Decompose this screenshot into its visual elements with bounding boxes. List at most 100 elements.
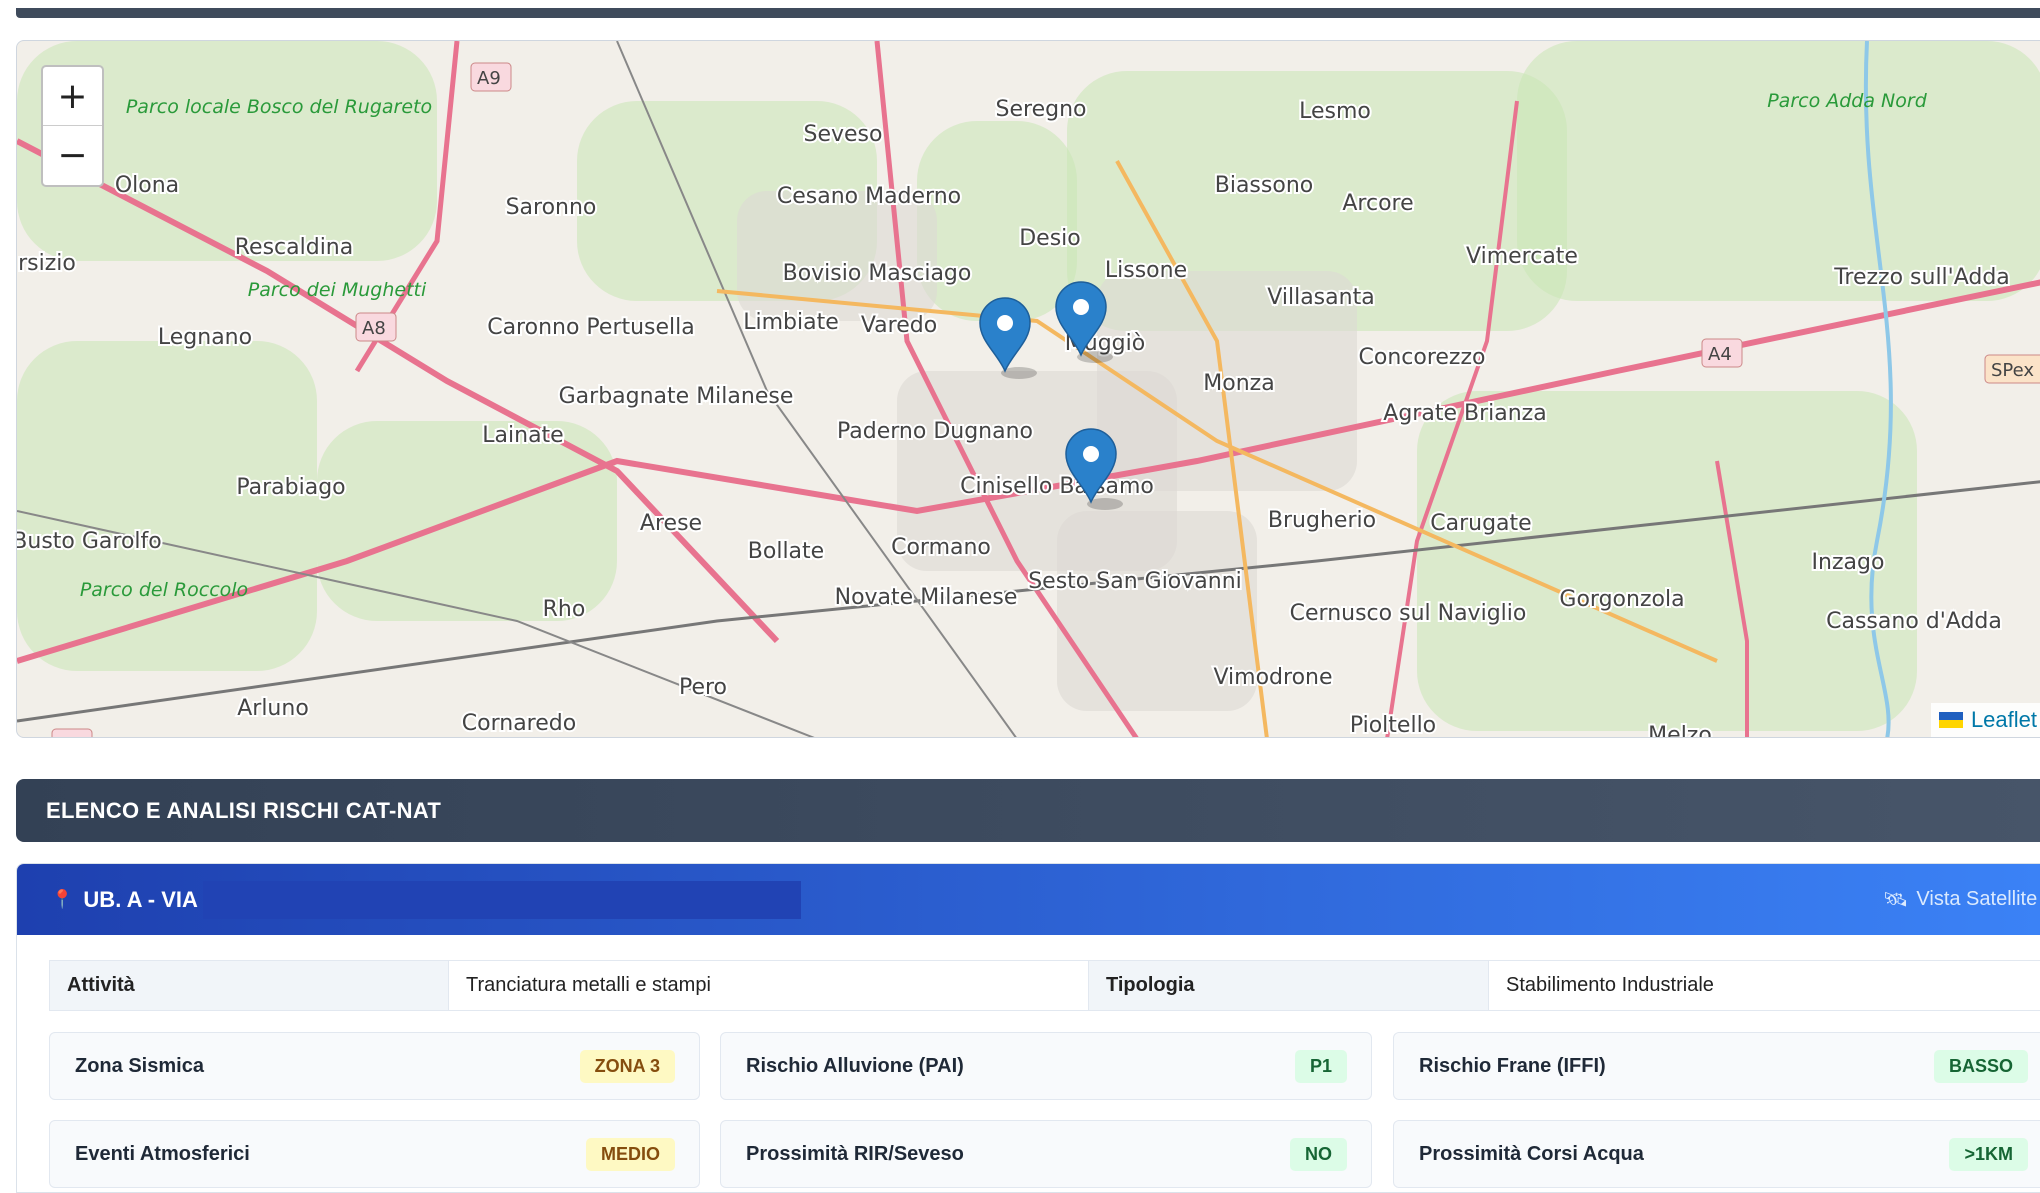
pin-icon: 📍 (51, 889, 74, 909)
place-label: rsizio (18, 251, 76, 276)
place-label: Bollate (748, 539, 824, 564)
road (17, 510, 815, 737)
road (1115, 160, 1269, 737)
place-label: Legnano (158, 325, 252, 350)
place-label: Vimercate (1466, 244, 1578, 269)
place-label: Caronno Pertusella (487, 315, 695, 340)
park-label: Parco dei Mughetti (248, 279, 427, 301)
ukraine-flag-icon (1938, 712, 1963, 728)
place-label: Arluno (237, 696, 309, 721)
place-label: Biassono (1215, 173, 1313, 198)
place-label: Lesmo (1299, 99, 1371, 124)
place-label: Concorezzo (1359, 345, 1486, 370)
road (17, 279, 2040, 664)
svg-text:A9: A9 (477, 68, 501, 89)
map[interactable]: Seregno Lesmo Seveso Cesano Maderno Desio Bia… (16, 40, 2040, 738)
satellite-label: Vista Satellite (1916, 888, 2038, 910)
map-marker-icon[interactable] (979, 297, 1037, 379)
place-label: Parabiago (236, 475, 345, 500)
risk-badge: MEDIO (585, 1137, 675, 1171)
road-shield: A4 (1701, 338, 1743, 368)
place-label: Arcore (1342, 191, 1413, 216)
place-label: Rho (543, 597, 586, 622)
location-title: UB. A - VIA (83, 886, 198, 912)
risk-badge: >1KM (1949, 1137, 2028, 1171)
section-header: ELENCO E ANALISI RISCHI CAT-NAT (16, 779, 2040, 842)
road (716, 289, 1718, 663)
risk-label: Rischio Frane (IFFI) (1419, 1054, 1606, 1077)
place-label: Desio (1019, 226, 1081, 251)
road-shield: A4 (51, 728, 93, 737)
risk-label: Zona Sismica (75, 1054, 204, 1077)
park-area (1067, 71, 1567, 331)
map-marker-icon[interactable] (1065, 428, 1123, 510)
svg-text:SPex: SPex (1991, 360, 2034, 381)
satellite-view-button[interactable]: 🛰 Vista Satellite (1883, 887, 2037, 912)
zoom-control: + − (41, 65, 104, 187)
road (17, 138, 780, 644)
place-label: Cinisello Balsamo (960, 474, 1154, 499)
park-label: Parco del Roccolo (80, 579, 248, 601)
place-label: Arese (640, 511, 702, 536)
leaflet-link[interactable]: Leaflet (1970, 707, 2037, 732)
place-label: Saronno (506, 195, 597, 220)
risk-badge: NO (1290, 1137, 1347, 1171)
place-label: Brugherio (1268, 508, 1376, 533)
road-shield: SPex (1984, 354, 2040, 384)
place-label: Paderno Dugnano (837, 419, 1033, 444)
info-value: Tranciatura metalli e stampi (449, 961, 1089, 1010)
place-label: Gorgonzola (1559, 587, 1684, 612)
road (1385, 100, 1519, 737)
place-label: Inzago (1812, 550, 1885, 575)
road (1715, 460, 1749, 737)
place-label: Limbiate (743, 310, 839, 335)
place-label: Bovisio Masciago (783, 261, 972, 286)
park-label: Parco Adda Nord (1767, 90, 1927, 112)
risk-card: Prossimità Corsi Acqua >1KM (1393, 1120, 2040, 1188)
risk-card: Rischio Frane (IFFI) BASSO (1393, 1032, 2040, 1100)
place-label: Sesto San Giovanni (1028, 569, 1242, 594)
place-label: Monza (1203, 371, 1274, 396)
place-label: Novate Milanese (835, 585, 1018, 610)
risk-card: Rischio Alluvione (PAI) P1 (720, 1032, 1372, 1100)
highlight-bar (203, 881, 801, 919)
place-label: Vimodrone (1213, 665, 1332, 690)
risk-label: Eventi Atmosferici (75, 1142, 250, 1165)
map-attribution: Leaflet (1930, 703, 2040, 737)
place-label: Lainate (482, 423, 563, 448)
risk-card: Prossimità RIR/Seveso NO (720, 1120, 1372, 1188)
location-card: 📍 UB. A - VIA 🛰 Vista Satellite Attività T… (16, 863, 2040, 1193)
road (616, 41, 1017, 737)
risk-label: Prossimità RIR/Seveso (746, 1142, 964, 1165)
info-value: Stabilimento Industriale (1489, 961, 2040, 1010)
place-label: Agrate Brianza (1383, 401, 1546, 426)
risk-badge: P1 (1294, 1049, 1347, 1083)
info-row: Attività Tranciatura metalli e stampi Ti… (49, 960, 2040, 1011)
place-label: Cornaredo (462, 711, 576, 736)
place-label: Rescaldina (235, 235, 354, 260)
info-label: Tipologia (1089, 961, 1489, 1010)
zoom-in-button[interactable]: + (43, 67, 102, 126)
park-area (317, 421, 617, 621)
place-label: Carugate (1430, 511, 1531, 536)
satellite-icon: 🛰 (1883, 889, 1909, 911)
map-tiles[interactable]: Seregno Lesmo Seveso Cesano Maderno Desio Bia… (17, 41, 2040, 738)
place-label: Villasanta (1267, 285, 1374, 310)
place-label: Pioltello (1350, 713, 1436, 738)
place-label: Melzo (1648, 723, 1712, 738)
risk-badge: BASSO (1933, 1049, 2028, 1083)
zoom-out-button[interactable]: − (57, 135, 88, 176)
place-label: Seveso (804, 122, 883, 147)
river (1863, 41, 1893, 737)
place-label: Cassano d'Adda (1826, 609, 2002, 634)
road-shield: A8 (355, 312, 397, 342)
location-header: 📍 UB. A - VIA 🛰 Vista Satellite (17, 864, 2040, 935)
place-label: Cesano Maderno (777, 184, 961, 209)
place-label: Trezzo sull'Adda (1833, 265, 2010, 290)
risk-card: Eventi Atmosferici MEDIO (49, 1120, 700, 1188)
place-label: Cormano (891, 535, 991, 560)
park-area (17, 341, 317, 671)
svg-text:A4: A4 (1708, 344, 1732, 365)
road-shield: A9 (470, 62, 512, 92)
map-marker-icon[interactable] (1055, 281, 1113, 363)
